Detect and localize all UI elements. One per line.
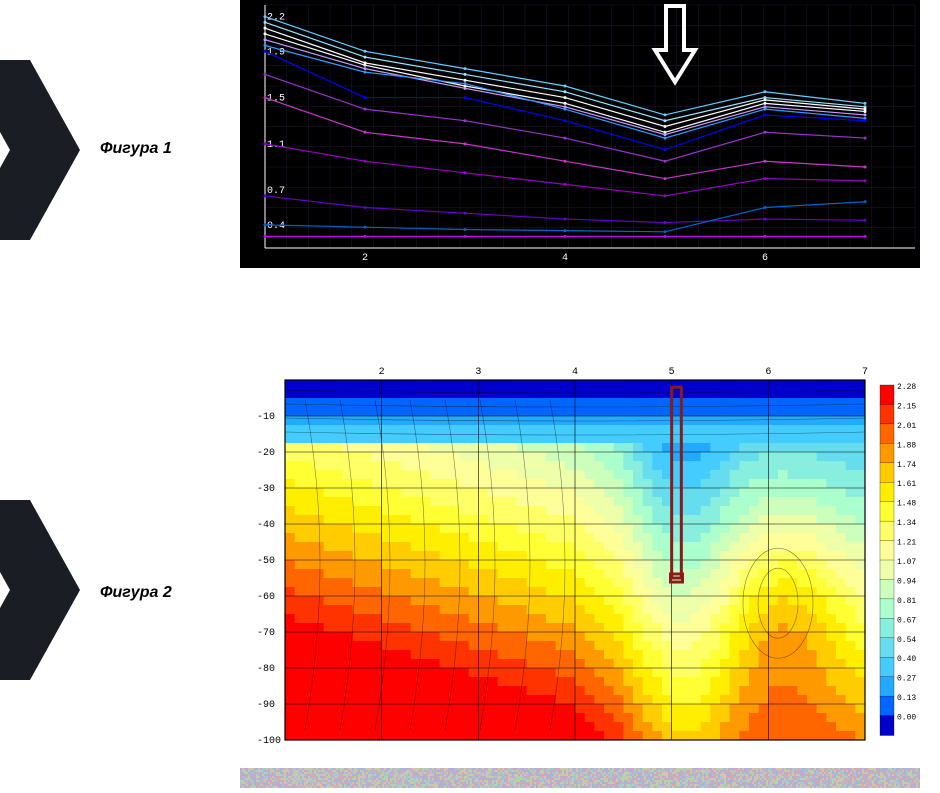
svg-text:4: 4 <box>572 367 578 378</box>
svg-text:2.01: 2.01 <box>897 422 916 431</box>
chevron-figure-2 <box>0 500 80 680</box>
svg-text:0.13: 0.13 <box>897 694 916 703</box>
svg-text:-60: -60 <box>257 592 275 603</box>
svg-text:0.00: 0.00 <box>897 714 916 723</box>
chevron-icon <box>0 60 80 240</box>
svg-text:0.4: 0.4 <box>267 221 285 232</box>
heatmap-svg: 2 3 4 5 6 7 -10 -20 -30 -40 -50 -60 -70 -80 -90 -100 2.2… <box>240 360 940 750</box>
svg-text:6: 6 <box>762 253 768 264</box>
figure-2-label: Фигура 2 <box>100 584 172 602</box>
figure-1-label: Фигура 1 <box>100 140 172 158</box>
svg-text:1.48: 1.48 <box>897 500 916 509</box>
svg-text:-30: -30 <box>257 484 275 495</box>
svg-text:0.27: 0.27 <box>897 675 916 684</box>
svg-text:1.34: 1.34 <box>897 519 916 528</box>
svg-text:0.40: 0.40 <box>897 655 916 664</box>
svg-text:2.15: 2.15 <box>897 402 916 411</box>
svg-text:-70: -70 <box>257 628 275 639</box>
noise-svg <box>240 768 920 788</box>
svg-text:1.07: 1.07 <box>897 558 916 567</box>
svg-text:-20: -20 <box>257 448 275 459</box>
svg-text:2.28: 2.28 <box>897 383 916 392</box>
svg-text:2: 2 <box>379 367 385 378</box>
chevron-icon <box>0 500 80 680</box>
svg-text:0.81: 0.81 <box>897 597 916 606</box>
svg-text:0.94: 0.94 <box>897 577 916 586</box>
svg-text:-10: -10 <box>257 412 275 423</box>
svg-text:-80: -80 <box>257 664 275 675</box>
heatmap-figure-2: 2 3 4 5 6 7 -10 -20 -30 -40 -50 -60 -70 -80 -90 -100 2.2… <box>240 360 940 750</box>
chevron-figure-1 <box>0 60 80 240</box>
svg-text:-100: -100 <box>257 736 281 747</box>
noise-strip <box>240 768 920 788</box>
svg-text:0.54: 0.54 <box>897 636 916 645</box>
svg-text:6: 6 <box>765 367 771 378</box>
line-chart-svg: 0.40.71.11.51.92.2246 <box>240 0 920 268</box>
svg-text:4: 4 <box>562 253 568 264</box>
svg-text:0.67: 0.67 <box>897 616 916 625</box>
svg-text:5: 5 <box>669 367 675 378</box>
svg-text:2: 2 <box>362 253 368 264</box>
svg-text:-90: -90 <box>257 700 275 711</box>
svg-text:7: 7 <box>862 367 868 378</box>
svg-text:-40: -40 <box>257 520 275 531</box>
svg-text:1.21: 1.21 <box>897 539 916 548</box>
svg-text:1.61: 1.61 <box>897 480 916 489</box>
line-chart-figure-1: 0.40.71.11.51.92.2246 <box>240 0 920 268</box>
svg-text:1.88: 1.88 <box>897 441 916 450</box>
svg-text:3: 3 <box>475 367 481 378</box>
svg-text:1.74: 1.74 <box>897 461 916 470</box>
svg-text:0.7: 0.7 <box>267 186 285 197</box>
svg-text:-50: -50 <box>257 556 275 567</box>
